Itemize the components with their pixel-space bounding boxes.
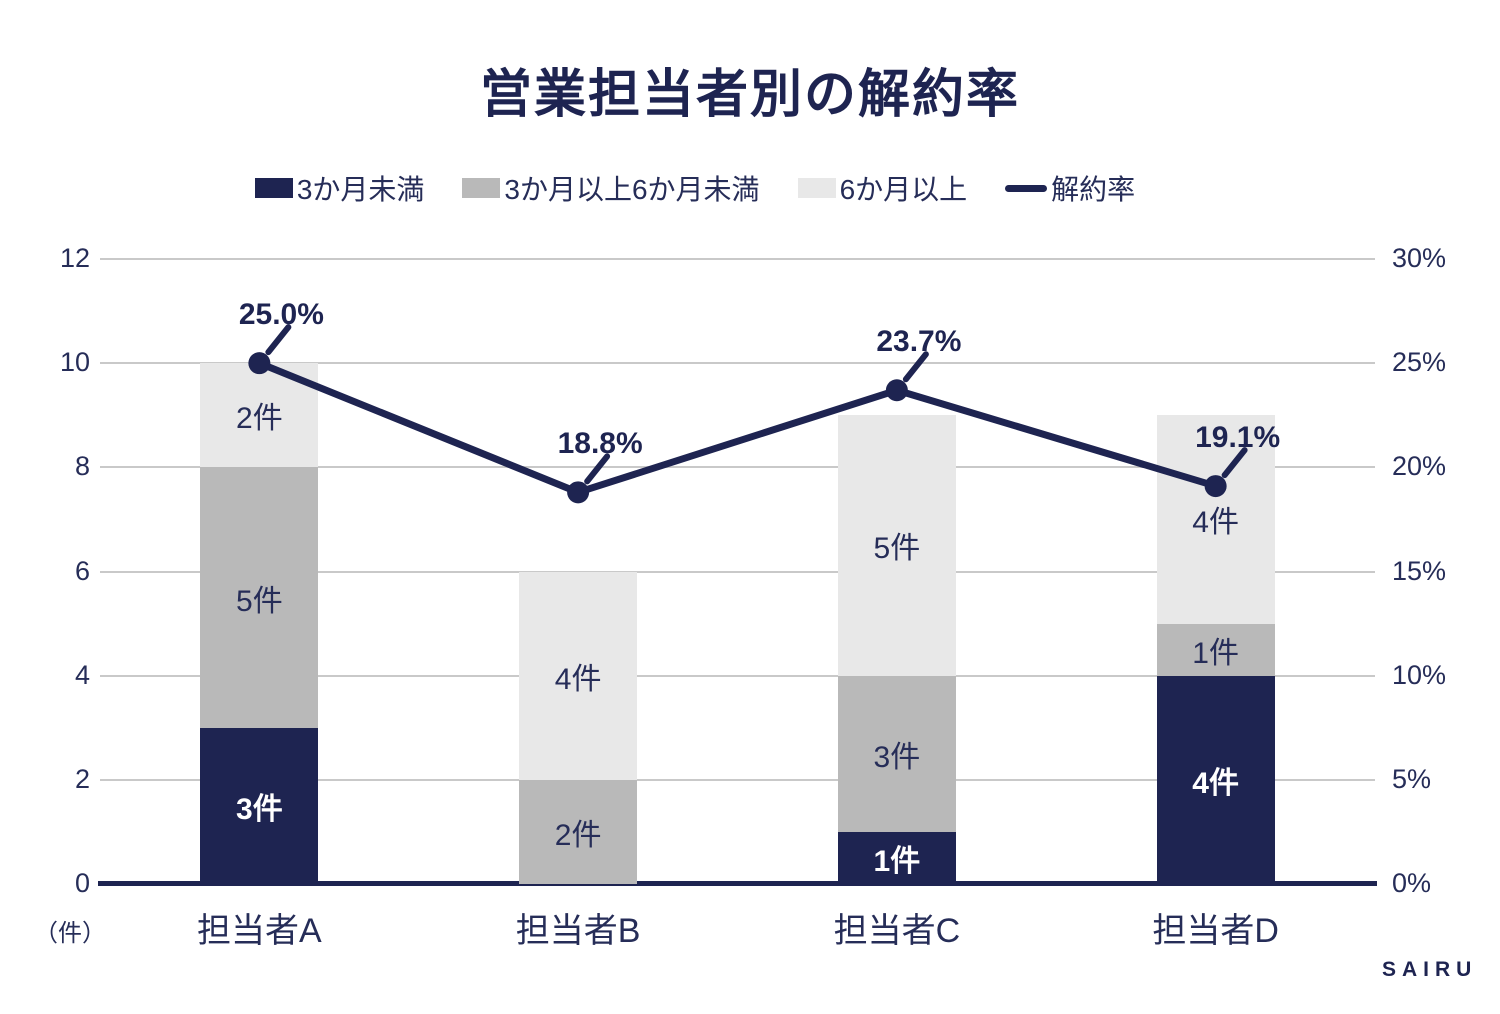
bar-segment: 1件 — [1156, 623, 1275, 676]
right-axis-tick-label: 0% — [1392, 868, 1432, 898]
data-point-marker — [885, 379, 908, 402]
legend-label: 6か月以上 — [839, 174, 968, 205]
bar-segment: 3件 — [200, 727, 319, 884]
left-axis-tick-label: 6 — [74, 555, 90, 586]
right-axis-tick-label: 30% — [1392, 243, 1447, 273]
x-axis-line — [98, 881, 1377, 886]
category-label: 担当者C — [833, 912, 961, 950]
left-axis-tick-label: 0 — [74, 868, 90, 898]
bar-segment: 3件 — [837, 675, 956, 832]
churn-rate-line — [255, 359, 1220, 496]
bar-segment: 4件 — [1156, 675, 1275, 884]
bar-segment: 2件 — [519, 779, 638, 884]
right-axis-tick-label: 5% — [1392, 763, 1432, 794]
bar-segment: 4件 — [519, 571, 638, 780]
gridline — [100, 258, 1375, 260]
bar-segment: 2件 — [200, 363, 319, 468]
category-label: 担当者A — [197, 912, 322, 950]
legend-swatch-gray — [462, 178, 501, 198]
bar-segment: 1件 — [837, 831, 956, 884]
left-axis-tick-label: 4 — [74, 659, 90, 690]
bar-segment: 5件 — [837, 415, 956, 676]
legend-item-churn-rate: 解約率 — [1005, 168, 1135, 208]
left-axis-tick-label: 12 — [59, 243, 90, 273]
category-label: 担当者D — [1152, 912, 1279, 950]
legend-item-3-to-6-months: 3か月以上6か月未満 — [462, 168, 760, 208]
left-axis-tick-label: 2 — [74, 763, 90, 794]
sairu-logo: SAIRU — [1382, 958, 1478, 981]
gridline — [100, 778, 1375, 781]
legend-label: 解約率 — [1051, 174, 1136, 205]
gridline — [100, 674, 1375, 677]
legend-swatch-line — [1005, 184, 1048, 192]
gridline — [100, 570, 1375, 573]
right-axis-tick-label: 25% — [1392, 347, 1447, 378]
right-axis-tick-label: 10% — [1392, 659, 1447, 690]
legend-swatch-light-gray — [797, 178, 836, 198]
legend-item-under-3-months: 3か月未満 — [254, 168, 425, 208]
chart-title: 営業担当者別の解約率 — [479, 66, 1020, 124]
right-axis-tick-label: 15% — [1392, 555, 1447, 586]
category-label: 担当者B — [515, 912, 641, 950]
churn-rate-label: 18.8% — [557, 427, 643, 461]
left-axis-tick-label: 8 — [74, 451, 90, 482]
legend: 3か月未満 3か月以上6か月未満 6か月以上 解約率 — [0, 168, 1500, 208]
left-axis-unit-label: （件） — [34, 920, 106, 947]
legend-label: 3か月未満 — [296, 174, 425, 205]
legend-label: 3か月以上6か月未満 — [504, 174, 760, 205]
churn-rate-label: 23.7% — [876, 325, 962, 359]
churn-rate-label: 25.0% — [238, 298, 324, 332]
legend-row: 3か月未満 3か月以上6か月未満 6か月以上 解約率 — [254, 168, 1135, 208]
churn-rate-label: 19.1% — [1195, 421, 1281, 455]
bar-segment: 5件 — [200, 467, 319, 728]
right-axis-tick-label: 20% — [1392, 451, 1447, 482]
left-axis-tick-label: 10 — [59, 347, 90, 378]
legend-item-over-6-months: 6か月以上 — [797, 168, 968, 208]
data-point-marker — [567, 481, 590, 504]
legend-swatch-navy — [254, 178, 293, 198]
